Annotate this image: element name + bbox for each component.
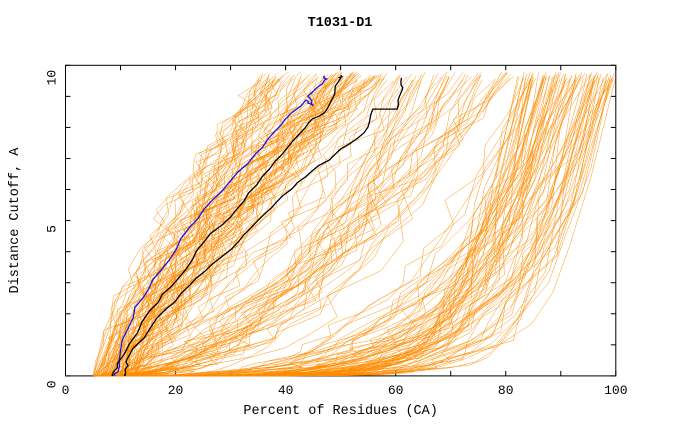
svg-text:20: 20	[168, 383, 184, 398]
svg-text:5: 5	[45, 225, 60, 233]
svg-text:60: 60	[388, 383, 404, 398]
svg-text:100: 100	[604, 383, 627, 398]
svg-text:Distance Cutoff, A: Distance Cutoff, A	[8, 147, 23, 294]
svg-text:80: 80	[498, 383, 514, 398]
svg-text:T1031-D1: T1031-D1	[308, 16, 373, 31]
svg-text:Percent of Residues (CA): Percent of Residues (CA)	[243, 404, 437, 419]
svg-text:0: 0	[62, 383, 70, 398]
svg-text:0: 0	[45, 380, 60, 388]
svg-text:40: 40	[278, 383, 294, 398]
svg-text:10: 10	[45, 70, 60, 86]
